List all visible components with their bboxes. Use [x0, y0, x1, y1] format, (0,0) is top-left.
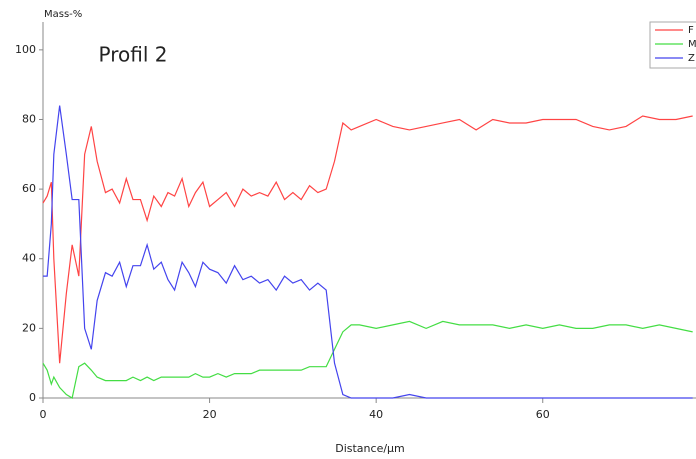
y-tick-label: 80: [22, 112, 36, 125]
x-axis-title: Distance/µm: [335, 442, 405, 455]
x-tick-label: 40: [369, 408, 383, 421]
y-tick-label: 0: [29, 391, 36, 404]
y-tick-label: 100: [15, 43, 36, 56]
legend-label: F: [688, 25, 694, 36]
series-line: [42, 115, 693, 364]
legend-label: Z: [688, 53, 695, 64]
x-tick-label: 20: [203, 408, 217, 421]
annotation-box: [80, 33, 188, 75]
legend-label: M: [688, 39, 696, 50]
y-tick-label: 60: [22, 182, 36, 195]
y-tick-label: 20: [22, 321, 36, 334]
annotation: Profil 2: [99, 43, 168, 67]
x-tick-label: 0: [40, 408, 47, 421]
series-line: [43, 105, 693, 399]
y-tick-label: 40: [22, 252, 36, 265]
x-tick-label: 60: [536, 408, 550, 421]
y-axis-title: Mass-%: [44, 9, 82, 20]
series-line: [42, 320, 693, 399]
